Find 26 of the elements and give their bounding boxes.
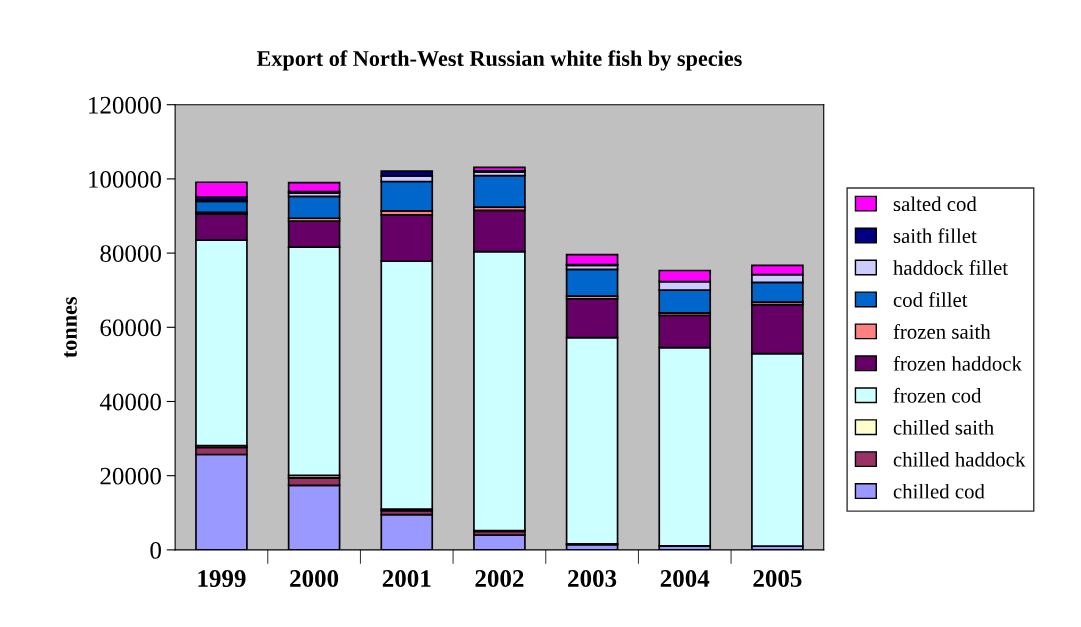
x-tick-label: 2003 — [568, 570, 617, 587]
y-tick-label: 80000 — [100, 245, 161, 263]
chart-title: Export of North-West Russian white fish by species — [256, 50, 742, 71]
y-axis-title: tonnes — [64, 296, 77, 358]
x-tick-label: 2005 — [753, 570, 802, 587]
legend-label: chilled saith — [893, 420, 994, 435]
legend-label: haddock fillet — [893, 260, 1008, 275]
y-tick-label: 60000 — [100, 319, 161, 337]
y-tick-label: 120000 — [89, 96, 161, 114]
x-tick-label: 2000 — [290, 570, 339, 587]
x-tick-label: 1999 — [198, 570, 246, 587]
legend-label: frozen haddock — [893, 355, 1022, 371]
legend-label: salted cod — [893, 196, 977, 212]
x-tick-label: 2002 — [475, 570, 524, 587]
x-tick-label: 2004 — [660, 570, 710, 587]
legend-label: saith fillet — [893, 228, 977, 244]
x-tick-label: 2001 — [382, 570, 431, 587]
legend-label: chilled cod — [893, 483, 985, 499]
y-tick-label: 0 — [150, 541, 161, 559]
y-tick-label: 20000 — [100, 467, 161, 485]
y-tick-label: 100000 — [89, 170, 161, 188]
legend-label: frozen cod — [893, 387, 982, 403]
legend-label: chilled haddock — [893, 451, 1026, 467]
legend-label: cod fillet — [893, 292, 968, 307]
y-tick-label: 40000 — [99, 393, 161, 411]
legend-label: frozen saith — [893, 323, 991, 339]
